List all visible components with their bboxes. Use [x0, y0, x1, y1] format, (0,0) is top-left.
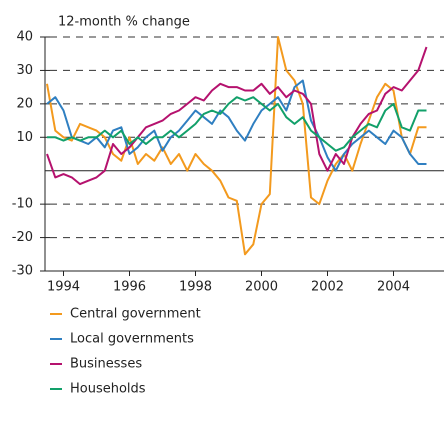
x-tick-label: 1994 — [47, 280, 80, 295]
y-axis-label: 12-month % change — [58, 15, 190, 30]
y-tick-label: -10 — [12, 197, 33, 212]
y-tick-label: 20 — [16, 96, 33, 111]
legend-label: Local governments — [70, 332, 194, 347]
legend-label: Businesses — [70, 357, 142, 372]
x-tick-label: 2002 — [311, 280, 344, 295]
y-tick-label: 30 — [16, 63, 33, 78]
x-tick-label: 2004 — [377, 280, 410, 295]
y-tick-label: 40 — [16, 30, 33, 45]
x-tick-label: 1996 — [113, 280, 146, 295]
series-line — [46, 79, 427, 172]
x-tick-label: 1998 — [179, 280, 212, 295]
series-line — [47, 96, 427, 152]
y-tick-label: -30 — [12, 264, 33, 279]
legend-label: Central government — [70, 307, 201, 322]
y-tick-label: 10 — [16, 130, 33, 145]
legend-label: Households — [70, 382, 146, 397]
x-tick-label: 2000 — [245, 280, 278, 295]
series-line — [46, 46, 428, 186]
y-tick-label: -20 — [12, 230, 33, 245]
